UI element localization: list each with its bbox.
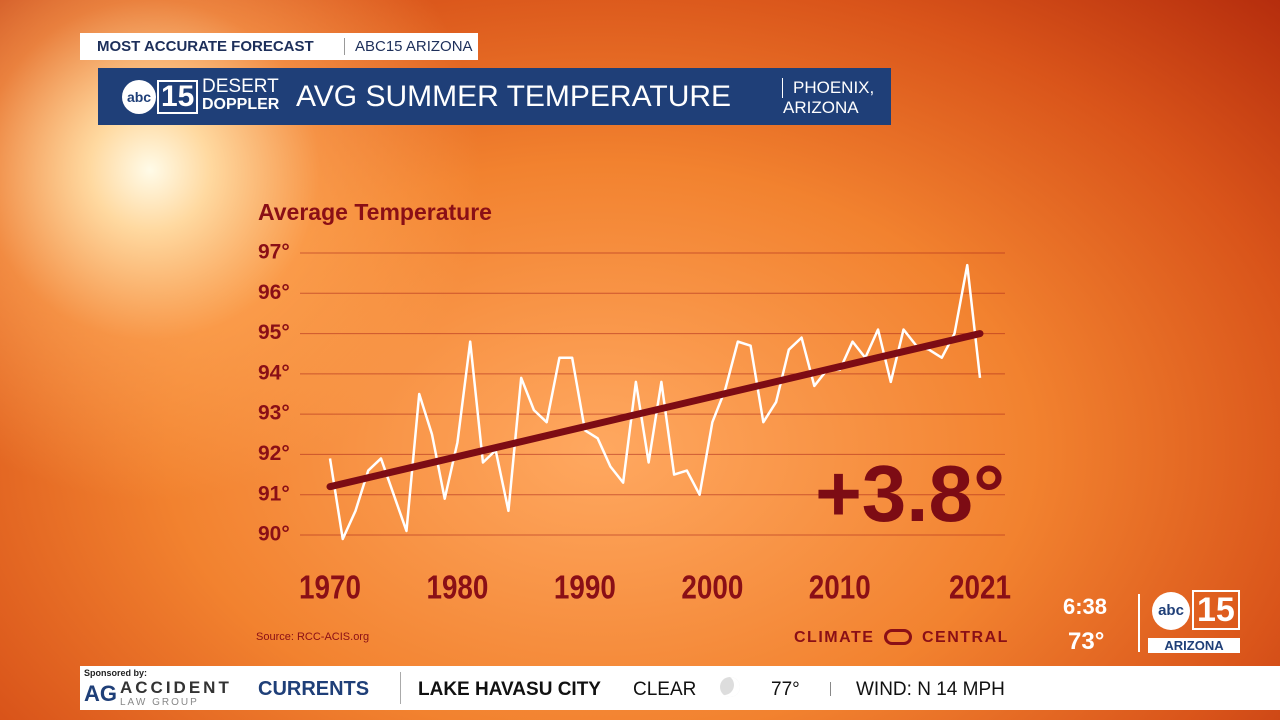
divider [1138, 594, 1140, 652]
y-tick-label: 93° [258, 402, 290, 425]
change-annotation: +3.8° [815, 449, 1005, 538]
sponsor-1: ACCIDENT [120, 678, 232, 697]
clock: 6:38 [1063, 594, 1108, 619]
ticker-section: CURRENTS [258, 678, 370, 700]
ticker-sky: CLEAR [633, 679, 697, 700]
logo-abc: abc [122, 80, 156, 114]
sponsor-2: LAW GROUP [120, 697, 199, 708]
x-tick-label: 2000 [681, 569, 743, 606]
trend-line [326, 330, 984, 491]
place-line-2: ARIZONA [783, 98, 859, 117]
x-tick-label: 1980 [426, 569, 488, 606]
y-tick-label: 97° [258, 241, 290, 264]
x-tick-label: 1990 [554, 569, 616, 606]
current-temp: 73° [1068, 628, 1105, 655]
partner-logo [884, 629, 912, 645]
corner-abc: abc [1152, 592, 1190, 630]
partner-1: CLIMATE [794, 629, 875, 646]
y-tick-label: 90° [258, 523, 290, 546]
tag-bar [80, 33, 478, 60]
logo-15: 15 [157, 80, 199, 114]
ticker-wind: WIND: N 14 MPH [856, 679, 1005, 700]
chart-title: Average Temperature [258, 199, 492, 225]
banner-title: AVG SUMMER TEMPERATURE [296, 80, 732, 113]
ticker-temp: 77° [771, 679, 800, 700]
y-tick-label: 95° [258, 321, 290, 344]
moon-icon [720, 677, 740, 697]
ticker-divider [400, 672, 401, 704]
brand-top: DESERT [202, 76, 279, 97]
station: ABC15 ARIZONA [344, 38, 473, 55]
x-tick-label: 2010 [809, 569, 871, 606]
title-banner [98, 68, 891, 125]
x-tick-label: 2021 [949, 569, 1011, 606]
corner-15: 15 [1192, 590, 1240, 630]
x-tick-label: 1970 [299, 569, 361, 606]
y-tick-label: 91° [258, 482, 290, 505]
place-line-1: PHOENIX, [782, 78, 874, 98]
ticker-city: LAKE HAVASU CITY [418, 679, 601, 700]
source: Source: RCC-ACIS.org [256, 631, 370, 643]
y-tick-label: 94° [258, 361, 290, 384]
y-tick-label: 96° [258, 281, 290, 304]
sponsor-mark: AG [84, 681, 117, 706]
tag: MOST ACCURATE FORECAST [97, 38, 314, 55]
temperature-line [328, 263, 982, 541]
partner-2: CENTRAL [922, 629, 1009, 646]
sponsored-label: Sponsored by: [84, 668, 148, 678]
corner-state: ARIZONA [1148, 638, 1240, 653]
ticker-separator [830, 682, 831, 696]
ticker-bar [80, 666, 1280, 710]
y-tick-label: 92° [258, 442, 290, 465]
brand-bottom: DOPPLER [202, 96, 280, 113]
